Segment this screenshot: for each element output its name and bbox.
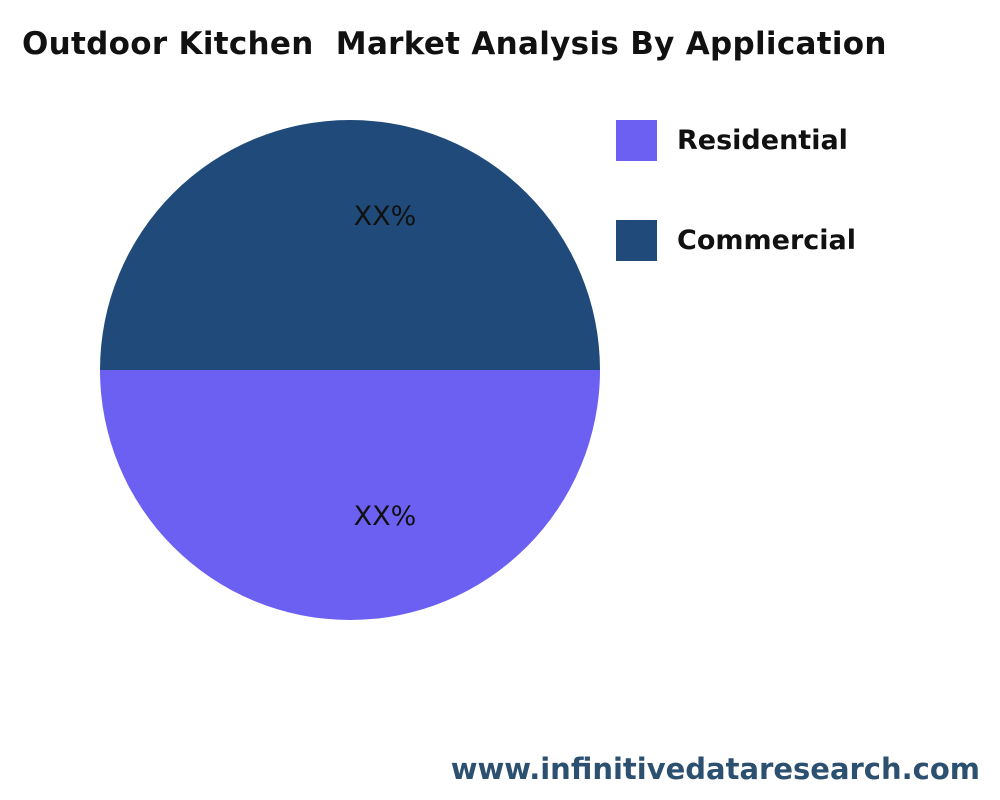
pie-slice-residential <box>100 370 600 620</box>
data-label: XX% <box>354 201 417 232</box>
data-label: XX% <box>354 501 417 532</box>
legend-item-residential: Residential <box>616 120 848 161</box>
legend-swatch <box>616 120 657 161</box>
legend-label: Residential <box>677 125 848 156</box>
legend-swatch <box>616 220 657 261</box>
pie-slice-commercial <box>100 120 600 370</box>
legend-item-commercial: Commercial <box>616 220 856 261</box>
legend-label: Commercial <box>677 225 856 256</box>
chart-title: Outdoor Kitchen Market Analysis By Appli… <box>22 26 887 62</box>
watermark-url: www.infinitivedataresearch.com <box>450 752 980 786</box>
